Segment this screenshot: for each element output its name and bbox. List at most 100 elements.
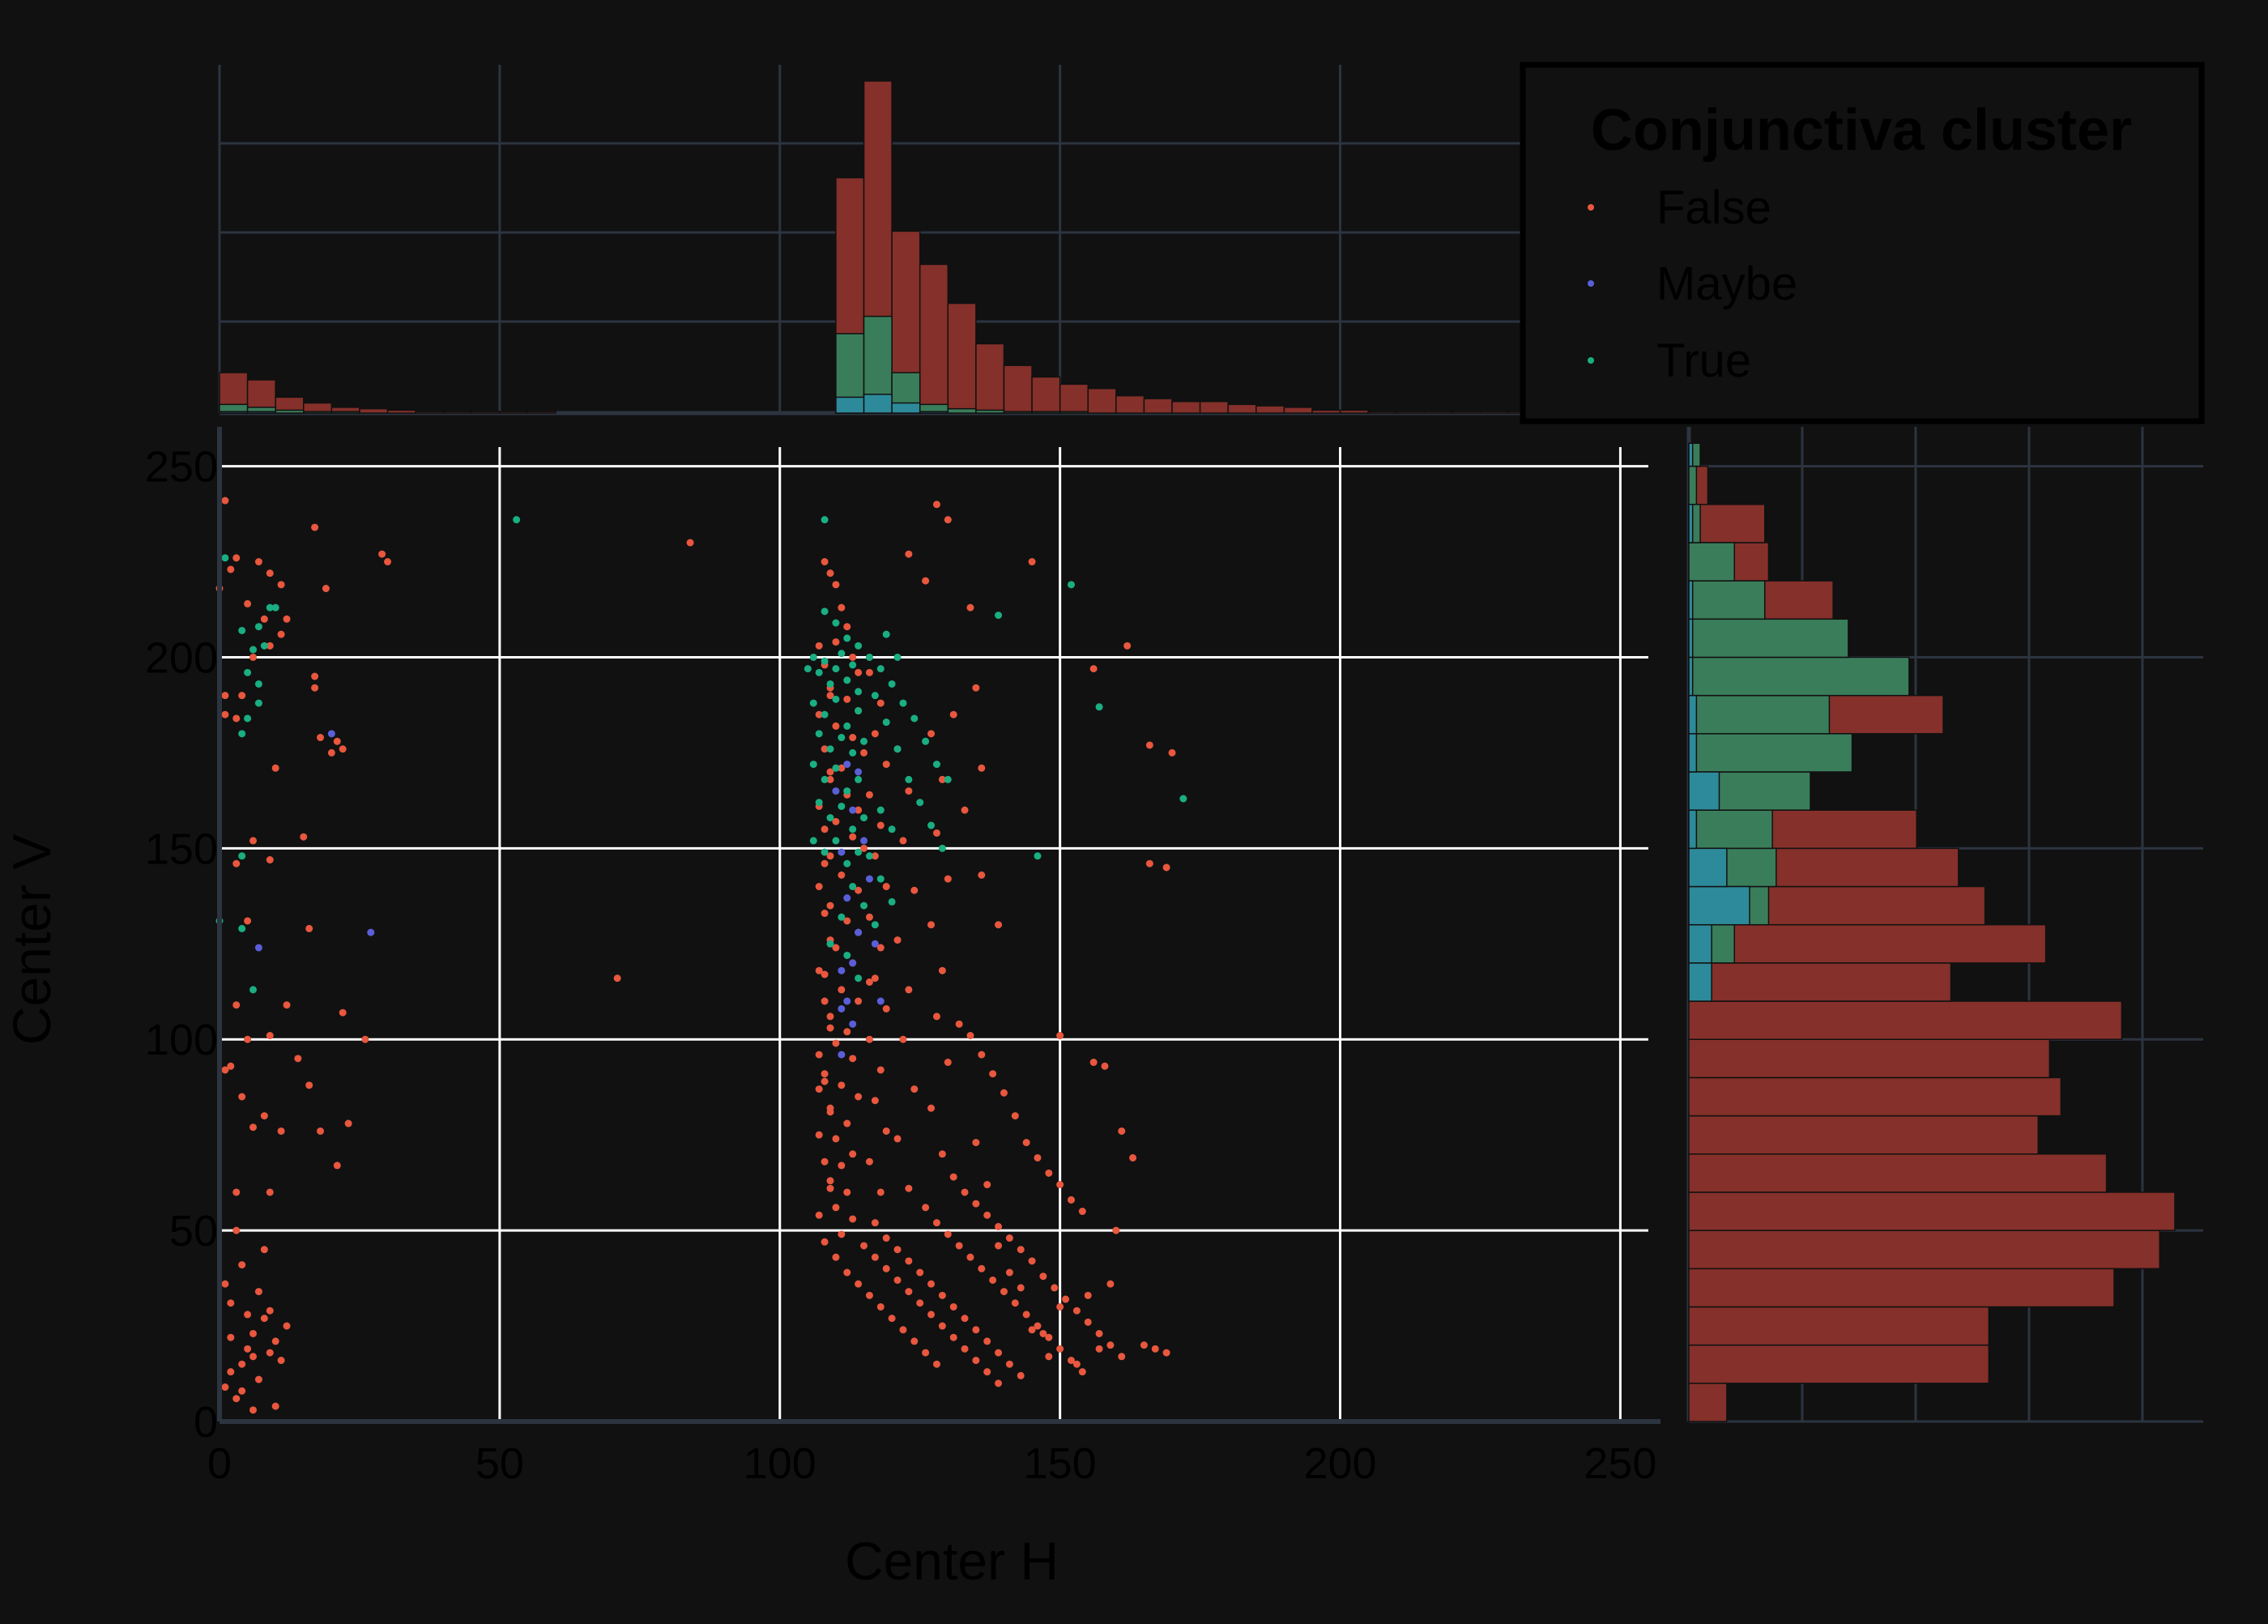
point-false xyxy=(938,775,946,783)
right-hist-bar-maybe xyxy=(1688,442,1694,467)
point-true xyxy=(860,737,868,745)
point-maybe xyxy=(327,730,335,738)
point-false xyxy=(1022,1139,1030,1147)
point-false xyxy=(995,921,1003,929)
top-hist-bar-false xyxy=(526,411,556,414)
point-true xyxy=(254,680,262,688)
point-false xyxy=(927,730,936,738)
point-false xyxy=(972,1357,980,1365)
right-hist-bar-true xyxy=(1688,542,1735,582)
legend: Conjunctiva cluster False Maybe True xyxy=(1520,62,2205,424)
point-false xyxy=(832,944,840,952)
point-false xyxy=(821,745,829,753)
point-false xyxy=(384,558,392,566)
point-true xyxy=(938,844,946,852)
top-hist-bar-maybe xyxy=(919,411,949,414)
top-hist-bar-true xyxy=(275,409,305,414)
point-true xyxy=(888,680,896,688)
point-maybe xyxy=(838,848,846,856)
point-false xyxy=(905,550,913,558)
point-false xyxy=(311,672,319,680)
point-false xyxy=(989,1070,997,1078)
point-false xyxy=(966,603,974,612)
y-tick-label: 150 xyxy=(145,825,218,873)
point-true xyxy=(815,730,823,738)
right-hist-bar-false xyxy=(1688,1344,1990,1384)
point-true xyxy=(855,688,863,696)
x-axis-title: Center H xyxy=(845,1531,1059,1591)
point-false xyxy=(254,558,262,566)
point-false xyxy=(238,1261,246,1269)
right-hist-bar-true xyxy=(1688,733,1853,773)
point-false xyxy=(260,1315,268,1323)
legend-label-true: True xyxy=(1656,335,1751,387)
point-false xyxy=(826,1012,834,1021)
point-true xyxy=(832,619,840,627)
point-false xyxy=(378,550,386,558)
right-hist-bar-false xyxy=(1688,1306,1990,1346)
point-false xyxy=(893,1276,902,1284)
point-false xyxy=(860,844,868,852)
point-true xyxy=(1095,703,1103,711)
point-true xyxy=(249,986,258,994)
point-true xyxy=(944,775,952,783)
right-hist-bar-true xyxy=(1688,618,1849,659)
point-false xyxy=(972,1326,980,1334)
point-false xyxy=(843,695,851,703)
top-hist-bar-true xyxy=(1003,411,1033,414)
point-false xyxy=(922,1349,930,1357)
point-false xyxy=(978,764,986,772)
point-false xyxy=(838,986,846,994)
point-false xyxy=(300,833,308,841)
point-false xyxy=(821,997,829,1005)
point-false xyxy=(949,1173,957,1181)
point-false xyxy=(865,1157,873,1166)
point-false xyxy=(260,1246,268,1254)
point-false xyxy=(876,944,885,952)
point-maybe xyxy=(843,894,851,902)
point-false xyxy=(855,1280,863,1288)
point-false xyxy=(955,1020,963,1028)
legend-marker-false xyxy=(1588,204,1594,211)
point-false xyxy=(815,1085,823,1093)
point-false xyxy=(305,924,313,932)
point-maybe xyxy=(849,1020,857,1028)
point-false xyxy=(821,825,829,833)
point-true xyxy=(809,837,817,845)
point-true xyxy=(893,653,902,661)
top-hist-bar-false xyxy=(1115,394,1145,414)
point-false xyxy=(1106,1341,1115,1349)
point-false xyxy=(1039,1272,1047,1281)
point-false xyxy=(1005,1360,1013,1368)
point-true xyxy=(865,653,873,661)
point-false xyxy=(949,710,957,718)
top-hist-bar-maybe xyxy=(835,396,865,414)
point-false xyxy=(1162,863,1170,872)
point-false xyxy=(972,1200,980,1208)
point-false xyxy=(238,1093,246,1101)
point-false xyxy=(1056,1345,1064,1353)
point-false xyxy=(899,1035,907,1043)
point-false xyxy=(1062,1295,1070,1303)
point-true xyxy=(260,642,268,650)
point-true xyxy=(893,745,902,753)
point-false xyxy=(944,516,952,524)
right-hist-bar-false xyxy=(1688,1191,2176,1231)
point-false xyxy=(1005,1268,1013,1277)
point-false xyxy=(876,821,885,829)
point-true xyxy=(916,799,924,807)
point-false xyxy=(238,1387,246,1395)
point-true xyxy=(843,951,851,959)
point-true xyxy=(882,718,890,727)
point-false xyxy=(821,1157,829,1166)
point-false xyxy=(1045,1169,1053,1177)
top-hist-bar-maybe xyxy=(219,411,249,414)
point-true xyxy=(876,806,885,814)
point-false xyxy=(1162,1349,1170,1357)
point-false xyxy=(266,1032,274,1040)
point-false xyxy=(927,1280,936,1288)
point-false xyxy=(983,1368,991,1376)
point-false xyxy=(843,1268,851,1277)
point-false xyxy=(1140,1341,1148,1349)
point-false xyxy=(1095,1329,1103,1337)
